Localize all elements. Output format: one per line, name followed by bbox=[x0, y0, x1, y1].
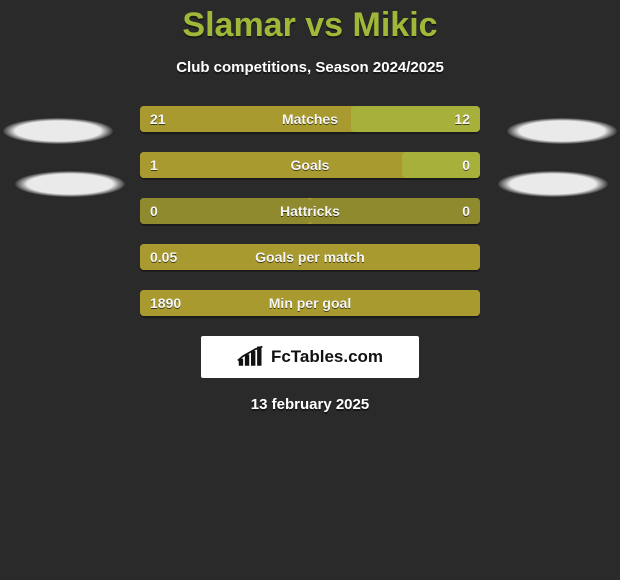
stat-bar: 0.05Goals per match bbox=[140, 244, 480, 270]
stat-label: Goals bbox=[140, 152, 480, 178]
brand-badge: FcTables.com bbox=[201, 336, 419, 378]
player-right-shadow-2 bbox=[498, 171, 608, 197]
stat-bar: 10Goals bbox=[140, 152, 480, 178]
brand-text: FcTables.com bbox=[271, 347, 383, 367]
page-title: Slamar vs Mikic bbox=[0, 0, 620, 45]
date-text: 13 february 2025 bbox=[0, 396, 620, 413]
stat-label: Goals per match bbox=[140, 244, 480, 270]
comparison-arena: 2112Matches 10Goals 00Hattricks 0.05Goals p… bbox=[0, 106, 620, 316]
player-left-shadow-2 bbox=[15, 171, 125, 197]
stat-label: Min per goal bbox=[140, 290, 480, 316]
player-left-shadow-1 bbox=[3, 118, 113, 144]
stat-bar: 00Hattricks bbox=[140, 198, 480, 224]
brand-chart-icon bbox=[237, 346, 265, 368]
stat-bar: 2112Matches bbox=[140, 106, 480, 132]
subtitle: Club competitions, Season 2024/2025 bbox=[0, 59, 620, 76]
stat-label: Matches bbox=[140, 106, 480, 132]
player-right-shadow-1 bbox=[507, 118, 617, 144]
stat-label: Hattricks bbox=[140, 198, 480, 224]
stat-bars: 2112Matches 10Goals 00Hattricks 0.05Goals p… bbox=[140, 106, 480, 316]
stat-bar: 1890Min per goal bbox=[140, 290, 480, 316]
